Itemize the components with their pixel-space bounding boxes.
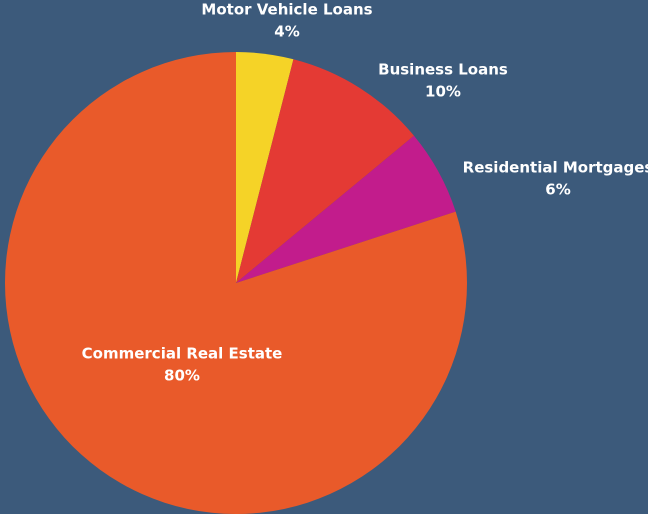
slice-label: Commercial Real Estate [82, 345, 283, 363]
slice-value-label: 80% [164, 367, 200, 385]
slice-value-label: 10% [425, 83, 461, 101]
slice-label: Business Loans [378, 61, 508, 79]
slice-value-label: 4% [274, 23, 299, 41]
slice-label: Motor Vehicle Loans [201, 1, 372, 19]
pie-slice [236, 135, 456, 283]
pie-slice [236, 52, 294, 283]
slice-label: Residential Mortgages [463, 159, 648, 177]
slice-value-label: 6% [545, 181, 570, 199]
pie-slice [5, 52, 467, 514]
pie-slice [236, 59, 414, 283]
